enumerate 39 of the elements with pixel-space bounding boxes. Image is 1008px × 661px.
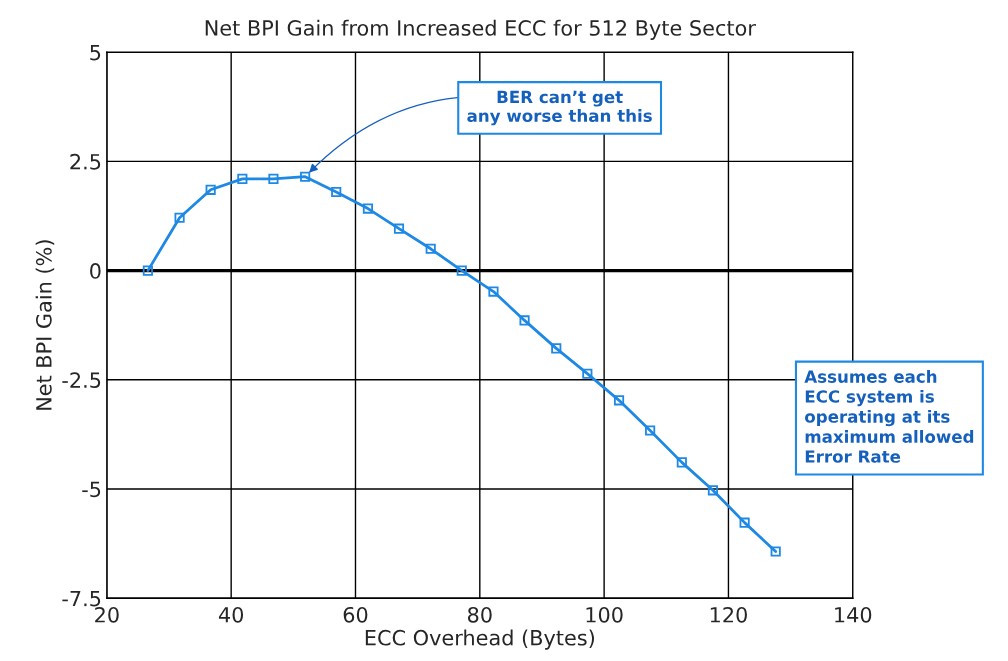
point — [551, 343, 562, 354]
x-tick-label: 60 — [343, 606, 368, 623]
annotation: Assumes each ECC system is operating at its maximum allowed Error Rate — [804, 369, 974, 463]
point — [425, 243, 436, 254]
y-tick-label: -7.5 — [62, 590, 101, 607]
y-tick-label: -2.5 — [62, 372, 101, 389]
x-tick-label: 80 — [467, 606, 492, 623]
point — [613, 395, 625, 406]
x-tick-label: 100 — [586, 606, 623, 623]
point — [174, 212, 185, 223]
x-axis-title: ECC Overhead (Bytes) — [365, 629, 594, 650]
point — [300, 171, 311, 182]
y-axis-title: Net BPI Gain (%) — [35, 240, 55, 410]
point — [582, 368, 593, 379]
point — [488, 286, 499, 297]
point — [142, 265, 153, 276]
y-tick-label: 5 — [90, 44, 101, 61]
point — [237, 173, 248, 184]
x-tick-label: 40 — [218, 606, 244, 623]
point — [676, 457, 687, 468]
y-tick-label: -5 — [82, 481, 101, 498]
x-tick-label: 140 — [835, 606, 872, 623]
point — [331, 186, 342, 198]
x-tick-label: 120 — [710, 606, 747, 623]
y-tick-label: 0 — [90, 263, 101, 279]
point — [519, 315, 530, 326]
point — [205, 184, 216, 195]
point — [393, 223, 405, 234]
point — [645, 425, 656, 436]
point — [739, 517, 750, 528]
point — [362, 203, 373, 214]
point — [770, 546, 781, 557]
annotation: BER can’t get any worse than this — [467, 90, 652, 126]
y-tick-label: 2.5 — [70, 153, 101, 170]
chart-title: Net BPI Gain from Increased ECC for 512 Byte Sector — [205, 19, 756, 40]
x-tick-label: 20 — [95, 606, 119, 623]
point — [707, 485, 718, 496]
point — [268, 173, 279, 184]
point — [456, 265, 467, 276]
